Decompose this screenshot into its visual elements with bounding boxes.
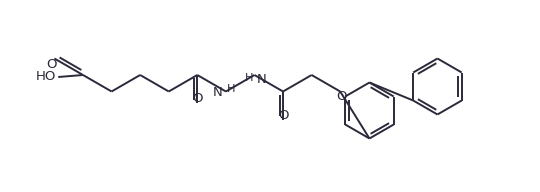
- Text: N: N: [256, 73, 266, 86]
- Text: O: O: [278, 108, 288, 122]
- Text: O: O: [336, 90, 347, 103]
- Text: H: H: [227, 84, 235, 94]
- Text: HO: HO: [36, 70, 56, 84]
- Text: H: H: [245, 73, 253, 83]
- Text: O: O: [46, 57, 57, 70]
- Text: N: N: [213, 86, 223, 99]
- Text: O: O: [192, 92, 202, 105]
